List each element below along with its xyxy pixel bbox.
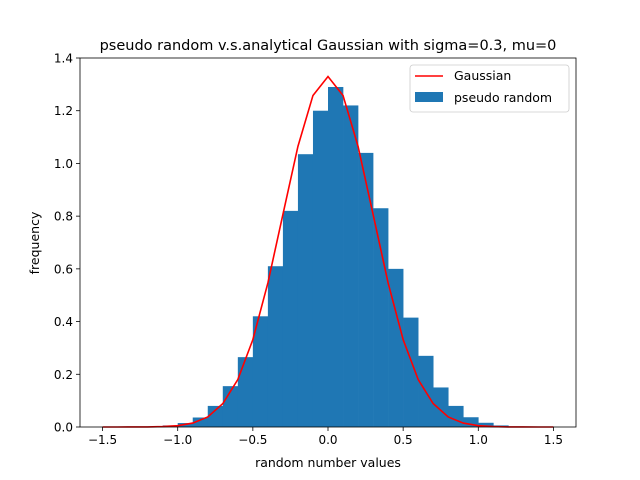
histogram-series bbox=[132, 86, 539, 428]
x-tick-label: 1.5 bbox=[544, 433, 563, 447]
histogram-bar bbox=[207, 405, 224, 427]
x-tick-label: 1.0 bbox=[469, 433, 488, 447]
x-tick-label: −1.0 bbox=[163, 433, 192, 447]
histogram-bar bbox=[463, 417, 479, 427]
x-tick-label: −0.5 bbox=[238, 433, 267, 447]
x-axis-label: random number values bbox=[255, 455, 401, 470]
histogram-bar bbox=[312, 110, 329, 428]
legend-pseudo-random-swatch bbox=[415, 92, 443, 102]
y-axis-label: frequency bbox=[27, 211, 42, 274]
y-tick-label: 1.4 bbox=[54, 52, 73, 66]
y-tick-label: 0.6 bbox=[54, 262, 73, 276]
chart-title: pseudo random v.s.analytical Gaussian wi… bbox=[100, 38, 557, 54]
y-tick-label: 1.0 bbox=[54, 157, 73, 171]
y-tick-label: 1.2 bbox=[54, 104, 73, 118]
legend-box bbox=[409, 64, 570, 113]
histogram-bar bbox=[403, 317, 419, 427]
legend-pseudo-random-label: pseudo random bbox=[454, 90, 552, 105]
y-tick-label: 0.4 bbox=[54, 315, 73, 329]
histogram-bar bbox=[373, 208, 389, 427]
legend: Gaussian pseudo random bbox=[409, 64, 570, 113]
histogram-bar bbox=[267, 266, 284, 427]
histogram-bar bbox=[388, 268, 404, 427]
histogram-bar bbox=[343, 105, 359, 427]
histogram-bar bbox=[433, 387, 449, 427]
y-tick-label: 0.8 bbox=[54, 210, 73, 224]
x-tick-label: −1.5 bbox=[88, 433, 117, 447]
histogram-bar bbox=[237, 357, 254, 427]
x-tick-label: 0.5 bbox=[394, 433, 413, 447]
y-tick-label: 0.2 bbox=[54, 368, 73, 382]
gaussian-line bbox=[102, 75, 554, 428]
histogram-bar bbox=[328, 86, 344, 428]
y-axis: 0.0 0.2 0.4 0.6 0.8 1.0 1.2 1.4 bbox=[54, 52, 80, 435]
histogram-bar bbox=[448, 405, 464, 427]
histogram-bar bbox=[192, 417, 209, 427]
legend-gaussian-label: Gaussian bbox=[454, 68, 511, 83]
histogram-bar bbox=[478, 422, 494, 427]
x-axis: −1.5 −1.0 −0.5 0.0 0.5 1.0 1.5 bbox=[88, 427, 563, 447]
histogram-bar bbox=[252, 316, 269, 427]
y-tick-label: 0.0 bbox=[54, 421, 73, 435]
histogram-bar bbox=[282, 210, 299, 427]
histogram-bar bbox=[358, 152, 374, 427]
histogram-bar bbox=[297, 154, 314, 427]
x-tick-label: 0.0 bbox=[318, 433, 337, 447]
